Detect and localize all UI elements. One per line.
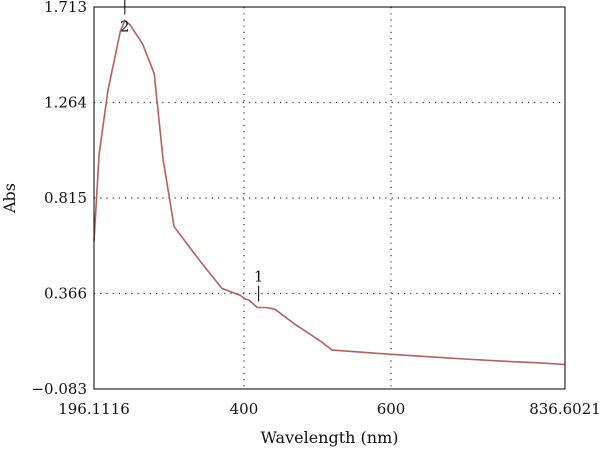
absorbance-line xyxy=(93,19,566,366)
y-tick-label: −0.083 xyxy=(31,380,87,398)
y-axis-title: Abs xyxy=(0,183,19,214)
x-axis-title: Wavelength (nm) xyxy=(260,428,398,447)
x-tick-label: 196.1116 xyxy=(58,400,130,418)
y-tick-label: 0.815 xyxy=(44,189,87,207)
y-tick-label: 1.264 xyxy=(44,94,87,112)
peak-markers: 12 xyxy=(120,0,263,302)
peak-label: 1 xyxy=(254,268,264,286)
peak-label: 2 xyxy=(120,17,130,35)
x-tick-label: 836.6021 xyxy=(529,400,600,418)
plot-frame xyxy=(93,6,566,390)
y-tick-label: 0.366 xyxy=(44,285,87,303)
x-tick-label: 400 xyxy=(230,400,259,418)
tick-labels: 196.1116 400 600 836.6021 −0.083 0.366 0.815 1.… xyxy=(31,0,600,418)
grid-lines xyxy=(94,7,565,389)
x-tick-label: 600 xyxy=(377,400,406,418)
series-layer xyxy=(93,19,566,366)
y-tick-label: 1.713 xyxy=(44,0,87,16)
